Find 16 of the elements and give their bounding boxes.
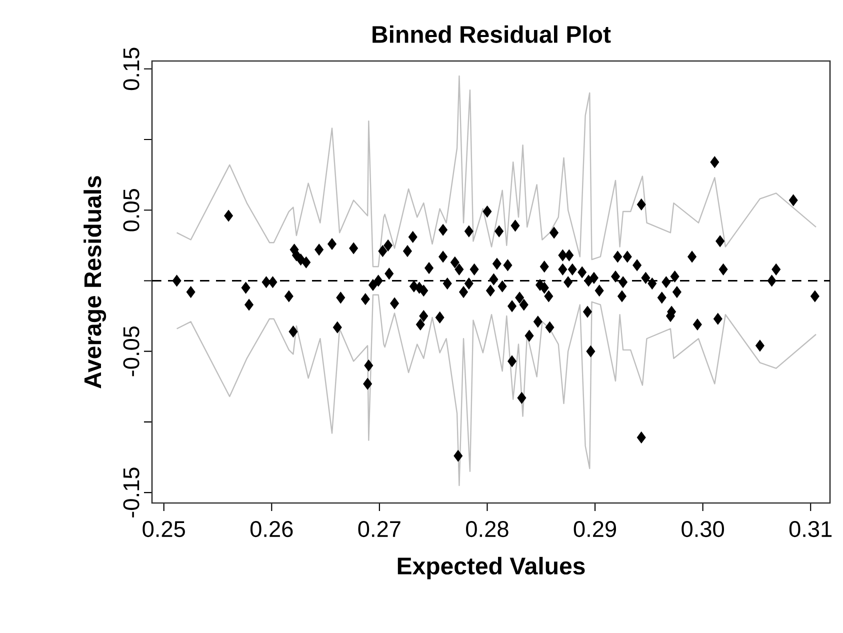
line-series [176,294,817,486]
y-tick-label: -0.05 [123,326,140,376]
y-tick-label: 0.15 [123,48,140,90]
x-tick-label: 0.28 [466,521,508,538]
x-axis-title: Expected Values [398,556,585,580]
x-tick-label: 0.30 [682,521,724,538]
y-tick-label: 0.05 [123,189,140,232]
chart-title: Binned Residual Plot [372,25,611,43]
x-tick-label: 0.25 [142,521,185,538]
line-series [176,75,817,268]
x-tick-label: 0.31 [789,521,832,538]
y-tick-label: -0.15 [123,468,140,518]
x-tick-label: 0.26 [250,521,293,538]
x-tick-label: 0.29 [574,521,616,538]
x-tick-label: 0.27 [358,521,400,538]
y-axis-title: Average Residuals [84,176,106,388]
